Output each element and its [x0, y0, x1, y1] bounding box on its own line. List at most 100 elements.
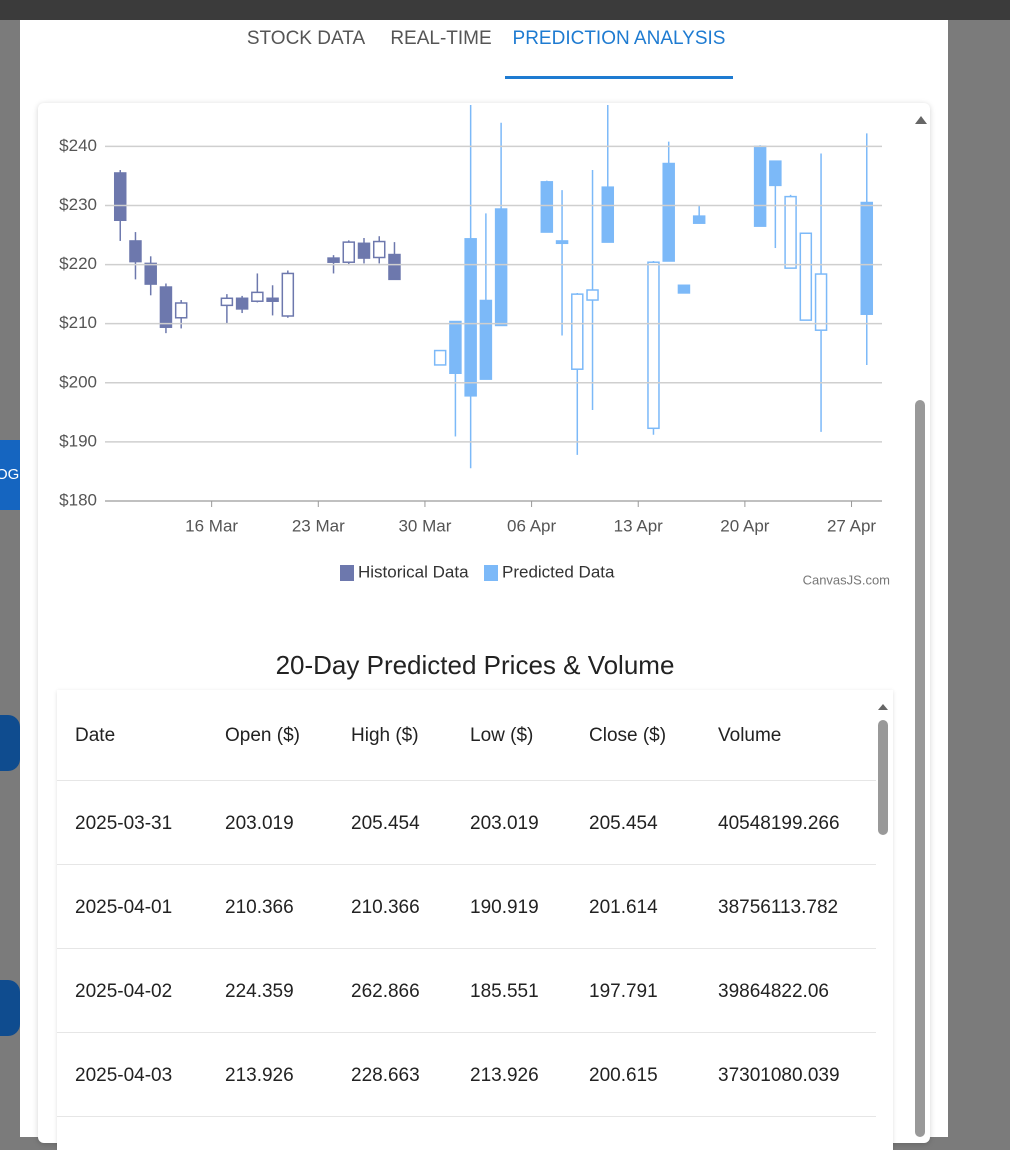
tab-indicator — [505, 76, 733, 79]
scroll-arrow[interactable] — [915, 116, 927, 124]
candle-body — [555, 240, 569, 245]
table-cell: 2025-03-31 — [75, 813, 173, 834]
table-cell: 200.615 — [589, 1065, 658, 1086]
candle-body — [388, 253, 401, 281]
table-cell: 2025-04-03 — [75, 1065, 173, 1086]
candle-body — [586, 289, 599, 301]
table-cell: 197.791 — [589, 981, 658, 1002]
table-cell: 213.926 — [225, 1065, 294, 1086]
candle-body — [647, 261, 660, 430]
candle-body — [449, 320, 462, 375]
table-cell: 205.454 — [351, 813, 420, 834]
table-cell: 2025-04-02 — [75, 981, 173, 1002]
column-header: Volume — [718, 725, 782, 746]
candle-body — [281, 272, 295, 317]
column-header: Close ($) — [589, 725, 667, 746]
table-cell: 39864822.06 — [718, 981, 829, 1002]
x-tick-label: 16 Mar — [185, 516, 238, 535]
candle-body — [342, 241, 356, 263]
candle-body — [159, 286, 173, 328]
y-tick-label: $230 — [59, 195, 97, 214]
candle-body — [433, 349, 447, 366]
table-scroll-arrow[interactable] — [876, 700, 890, 712]
table-cell: 210.366 — [351, 897, 420, 918]
candle-body — [571, 293, 584, 370]
row-divider — [57, 864, 876, 865]
candle-body — [753, 145, 767, 227]
chart: CanvasJS.com $180 $190 $200 $210 $220 $230 $24… — [59, 105, 927, 587]
table-cell: 203.019 — [470, 813, 539, 834]
tab[interactable]: REAL-TIME — [390, 28, 492, 49]
plot-area — [113, 105, 874, 469]
candle-body — [692, 215, 706, 224]
column-header: Low ($) — [470, 725, 534, 746]
candle-body — [677, 284, 691, 294]
candle-body — [327, 257, 340, 263]
x-tick-label: 06 Apr — [507, 516, 556, 535]
table-cell: 224.359 — [225, 981, 294, 1002]
row-divider — [57, 1032, 876, 1033]
y-tick-label: $190 — [59, 431, 97, 450]
row-divider — [57, 948, 876, 949]
tab[interactable]: PREDICTION ANALYSIS — [512, 28, 726, 49]
table-cell: 203.019 — [225, 813, 294, 834]
y-tick-label: $200 — [59, 372, 97, 391]
y-tick-label: $240 — [59, 136, 97, 155]
table-cell: 37301080.039 — [718, 1065, 840, 1086]
x-tick-label: 13 Apr — [614, 516, 663, 535]
candle-body — [662, 162, 675, 262]
candle-body — [601, 186, 615, 243]
legend-swatch — [484, 565, 498, 581]
candle-body — [372, 240, 386, 259]
table-cell: 190.919 — [470, 897, 539, 918]
candle-body — [220, 297, 234, 307]
candle-body — [479, 299, 493, 380]
candle-body — [860, 201, 874, 315]
x-tick-label: 23 Mar — [292, 516, 345, 535]
candle-body — [784, 195, 797, 269]
row-divider — [57, 780, 876, 781]
candle-body — [814, 273, 828, 331]
candle-body — [799, 232, 813, 321]
table-cell: 228.663 — [351, 1065, 420, 1086]
candle-body — [357, 242, 371, 259]
candle-body — [769, 160, 782, 187]
y-tick-label: $210 — [59, 313, 97, 332]
table-cell: 262.866 — [351, 981, 420, 1002]
x-tick-label: 27 Apr — [827, 516, 876, 535]
y-tick-label: $220 — [59, 254, 97, 273]
table-cell: 210.366 — [225, 897, 294, 918]
table-title: 20-Day Predicted Prices & Volume — [275, 650, 675, 680]
legend-label: Predicted Data — [502, 562, 615, 581]
legend-swatch — [340, 565, 354, 581]
candle-body — [144, 262, 157, 285]
table: Date Open ($) High ($) Low ($) Close ($) Volu… — [57, 690, 893, 1150]
candle-body — [113, 172, 127, 222]
x-tick-label: 20 Apr — [720, 516, 769, 535]
candle-body — [174, 302, 188, 319]
table-cell: 201.614 — [589, 897, 658, 918]
table-cell: 205.454 — [589, 813, 658, 834]
credit[interactable]: CanvasJS.com — [803, 572, 890, 587]
candle-body — [266, 297, 279, 302]
y-tick-label: $180 — [59, 490, 97, 509]
background-button[interactable]: OG — [0, 440, 20, 510]
table-cell: 213.926 — [470, 1065, 539, 1086]
table-cell: 38756113.782 — [718, 897, 839, 918]
column-header: High ($) — [351, 725, 419, 746]
x-tick-label: 30 Mar — [398, 516, 451, 535]
scrollbar[interactable] — [915, 400, 925, 1137]
table-cell: 185.551 — [470, 981, 539, 1002]
candle-body — [494, 208, 508, 327]
top-bar — [0, 0, 1010, 20]
table-cell: 40548199.266 — [718, 813, 840, 834]
tab[interactable]: STOCK DATA — [246, 28, 366, 49]
background-shape — [0, 715, 20, 771]
candle-body — [464, 238, 477, 397]
legend-label: Historical Data — [358, 562, 469, 581]
candle-body — [129, 240, 142, 263]
table-cell: 2025-04-01 — [75, 897, 173, 918]
candle-body — [540, 181, 554, 233]
table-scrollbar[interactable] — [878, 720, 888, 835]
